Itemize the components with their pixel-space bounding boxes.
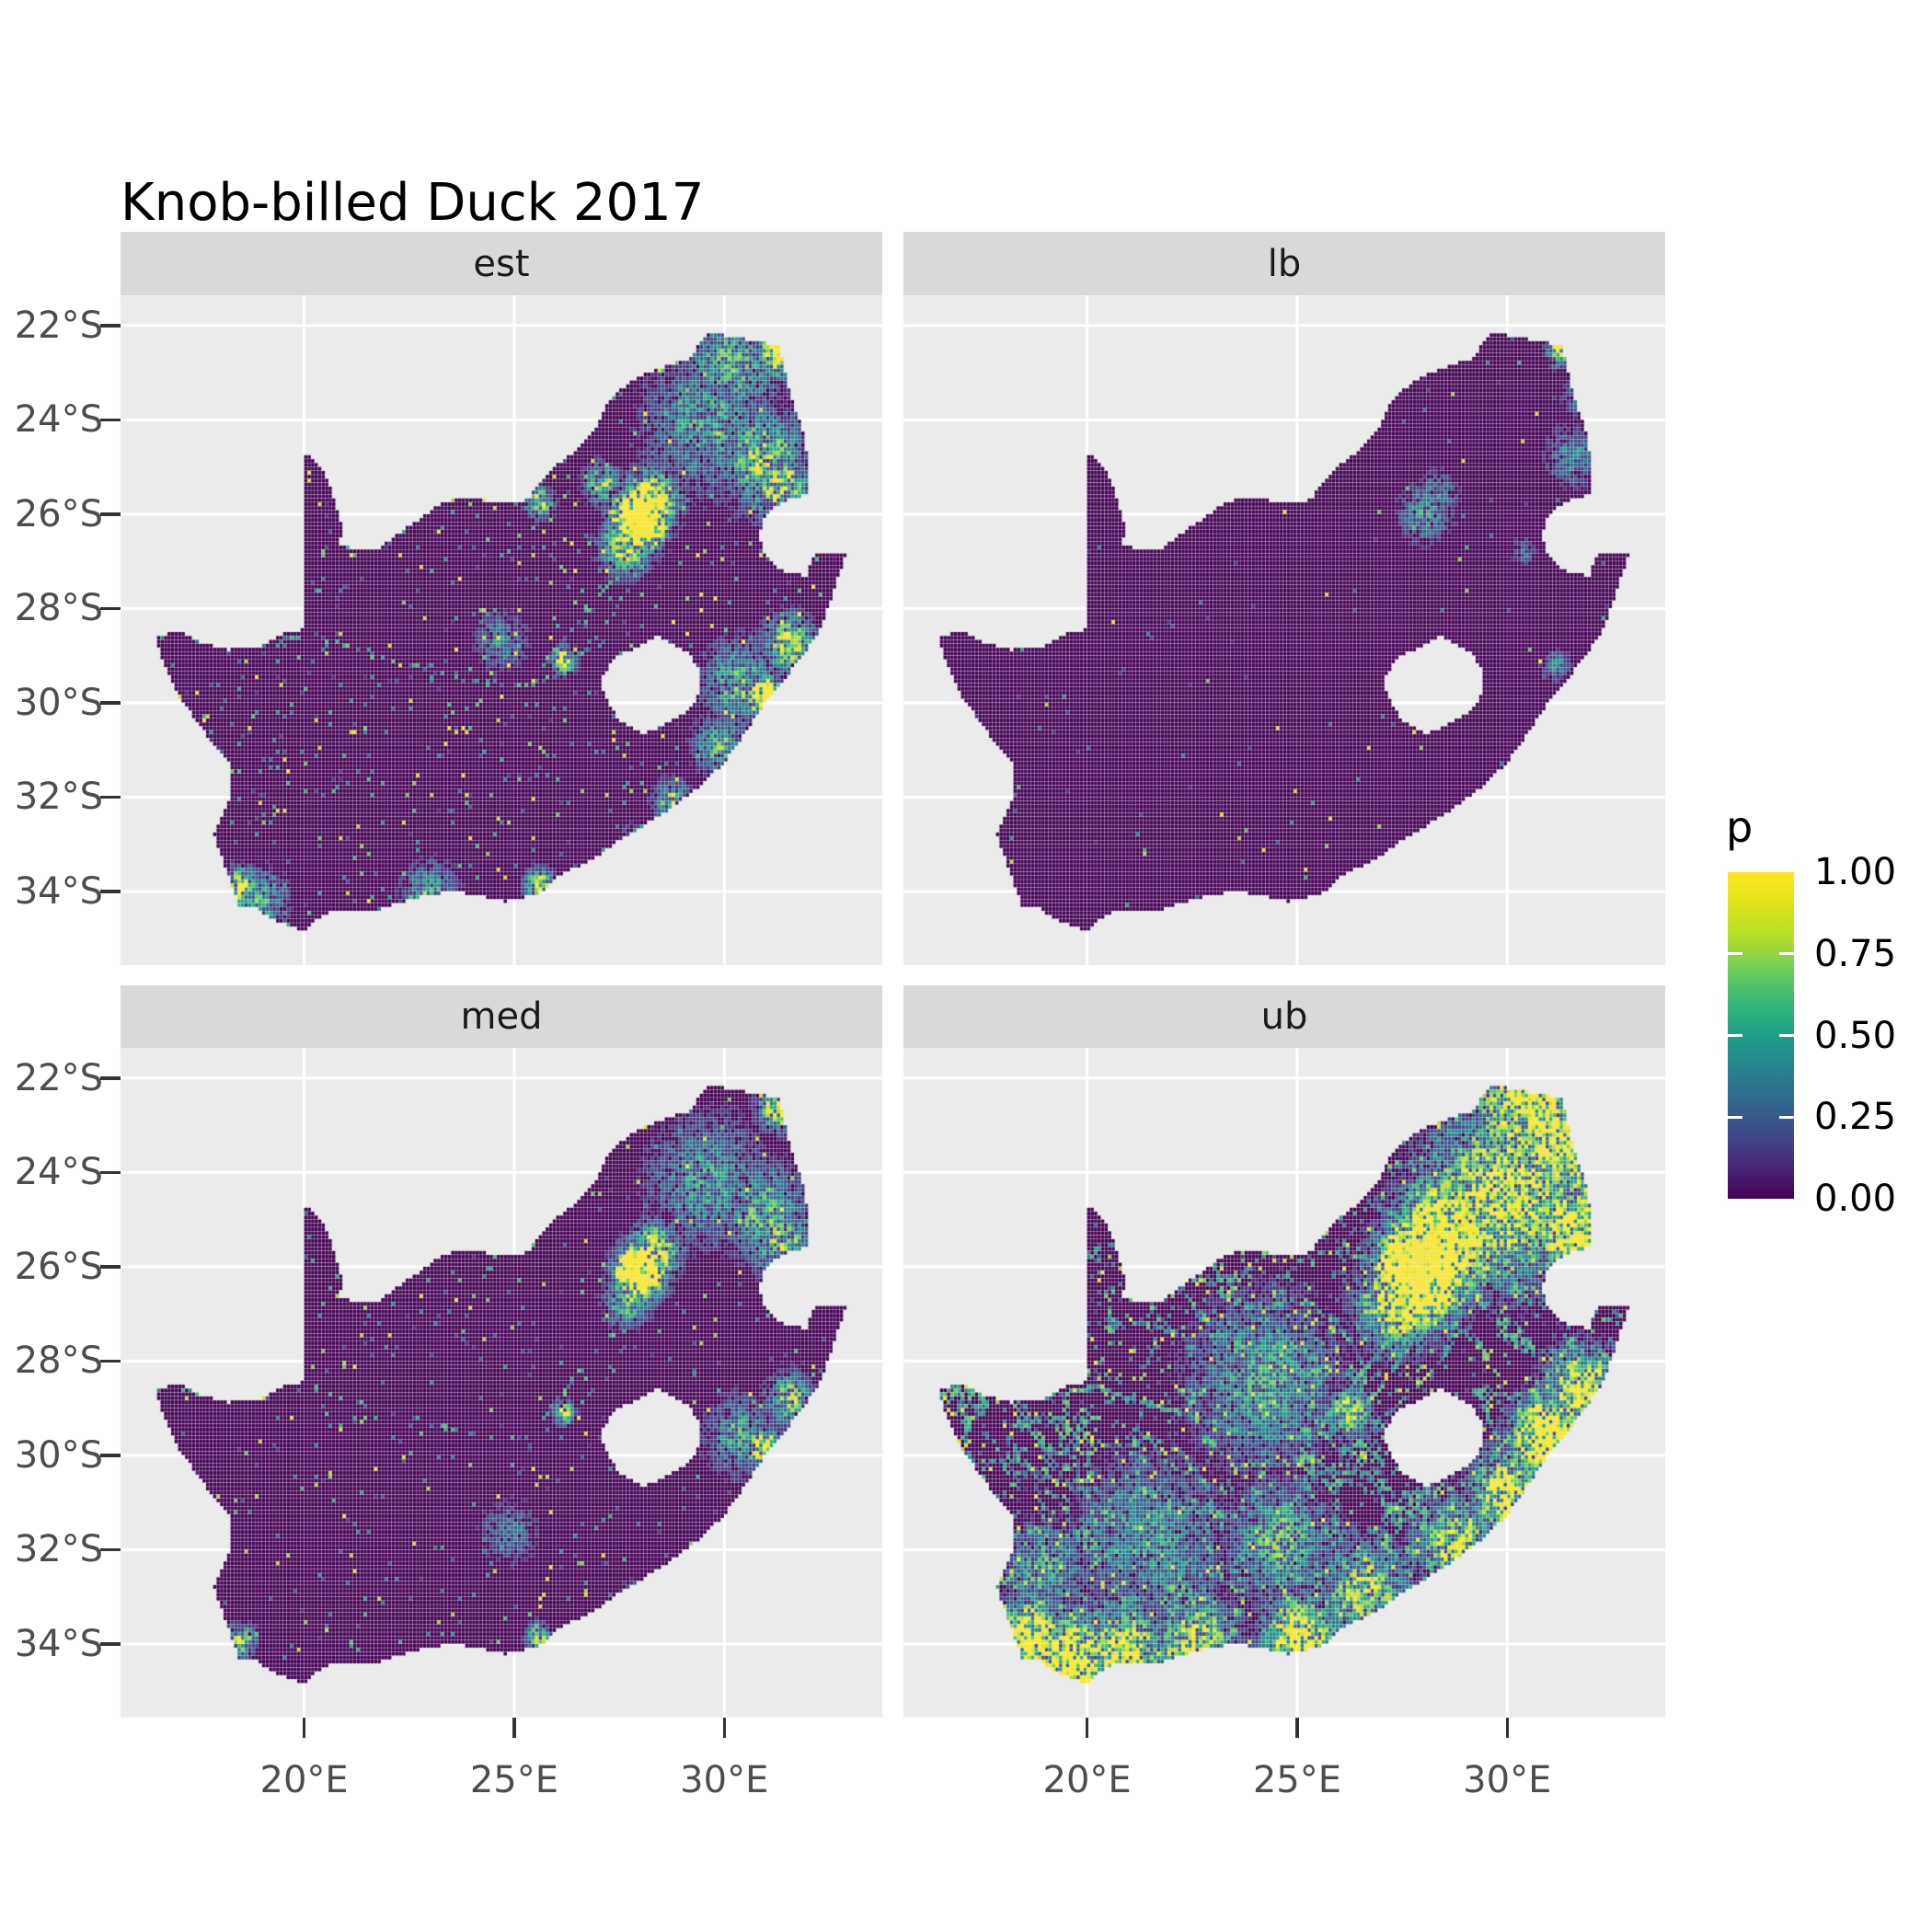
facet-strip-label: lb: [1267, 242, 1302, 285]
y-axis-label: 22°S: [14, 1056, 103, 1099]
facet-strip-label: est: [473, 242, 530, 285]
y-tick-mark: [100, 606, 121, 611]
facet-strip-label: med: [460, 995, 543, 1038]
legend-tick-mark: [1728, 1034, 1742, 1037]
y-tick-mark: [100, 1076, 121, 1080]
facet-strip-med: med: [121, 985, 882, 1048]
map-panel-lb: [903, 295, 1665, 965]
y-tick-mark: [100, 1642, 121, 1646]
y-tick-mark: [100, 512, 121, 516]
legend-tick-mark: [1779, 952, 1794, 956]
legend-label: 0.75: [1814, 933, 1897, 975]
facet-strip-lb: lb: [903, 232, 1665, 295]
facet-strip-ub: ub: [903, 985, 1665, 1048]
plot-title: Knob-billed Duck 2017: [121, 173, 705, 233]
y-tick-mark: [100, 701, 121, 705]
map-panel-ub: [903, 1048, 1665, 1718]
legend-label: 0.00: [1814, 1178, 1897, 1220]
x-axis-label: 20°E: [259, 1759, 349, 1801]
x-tick-mark: [722, 1718, 727, 1738]
map-panel-med: [121, 1048, 882, 1718]
y-tick-mark: [100, 324, 121, 328]
legend-tick-mark: [1779, 1034, 1794, 1037]
y-tick-mark: [100, 1170, 121, 1175]
legend-label: 0.25: [1814, 1096, 1897, 1138]
y-axis-label: 26°S: [14, 1245, 103, 1288]
x-axis-label: 25°E: [469, 1759, 559, 1801]
y-tick-mark: [100, 890, 121, 893]
legend-tick-mark: [1728, 952, 1742, 956]
y-tick-mark: [100, 1265, 121, 1269]
x-tick-mark: [302, 1718, 306, 1738]
y-axis-label: 30°S: [14, 681, 103, 724]
x-tick-mark: [1295, 1718, 1299, 1738]
x-axis-label: 25°E: [1252, 1759, 1342, 1801]
y-axis-label: 24°S: [14, 398, 103, 442]
y-tick-mark: [100, 418, 121, 422]
x-axis-label: 30°E: [1463, 1759, 1552, 1801]
x-tick-mark: [1085, 1718, 1089, 1738]
y-axis-label: 32°S: [14, 776, 103, 819]
x-tick-mark: [1505, 1718, 1510, 1738]
legend-tick-mark: [1779, 1115, 1794, 1119]
y-axis-label: 34°S: [14, 870, 103, 914]
facet-strip-label: ub: [1260, 995, 1308, 1038]
legend-tick-mark: [1728, 1115, 1742, 1119]
y-axis-label: 28°S: [14, 1340, 103, 1383]
y-tick-mark: [100, 795, 121, 799]
y-axis-label: 30°S: [14, 1433, 103, 1477]
y-tick-mark: [100, 1359, 121, 1363]
y-axis-label: 22°S: [14, 304, 103, 347]
legend-title: p: [1726, 802, 1754, 852]
y-tick-mark: [100, 1547, 121, 1552]
x-tick-mark: [512, 1718, 516, 1738]
map-panel-est: [121, 295, 882, 965]
x-axis-label: 30°E: [680, 1759, 769, 1801]
x-axis-label: 20°E: [1042, 1759, 1132, 1801]
y-axis-label: 26°S: [14, 492, 103, 535]
y-axis-label: 28°S: [14, 587, 103, 630]
y-axis-label: 24°S: [14, 1151, 103, 1194]
y-axis-label: 32°S: [14, 1528, 103, 1571]
y-tick-mark: [100, 1454, 121, 1457]
y-axis-label: 34°S: [14, 1623, 103, 1666]
facet-strip-est: est: [121, 232, 882, 295]
legend-label: 1.00: [1814, 851, 1897, 893]
legend-label: 0.50: [1814, 1015, 1897, 1057]
